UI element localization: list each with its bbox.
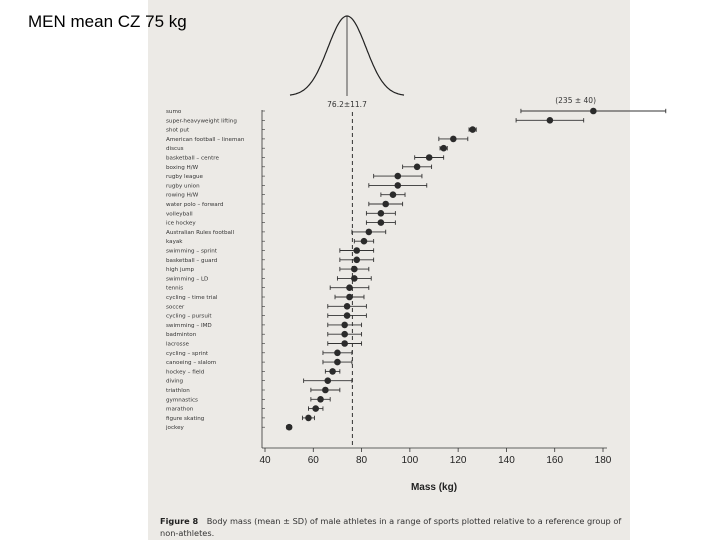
sport-label: soccer [166, 304, 185, 310]
sport-label: discus [166, 146, 184, 152]
data-point [341, 340, 348, 347]
x-tick-label: 160 [546, 455, 563, 466]
sport-label: basketball – centre [166, 156, 219, 162]
reference-label: 76.2±11.7 [327, 100, 367, 109]
sport-label: diving [166, 379, 184, 385]
sport-label: triathlon [166, 388, 190, 394]
sport-label: cycling – pursuit [166, 314, 212, 320]
sport-label: kayak [166, 239, 183, 245]
sport-label: jockey [165, 425, 185, 431]
data-point [341, 330, 348, 338]
data-point [334, 349, 341, 357]
data-point [450, 135, 457, 143]
data-point [469, 126, 476, 133]
sport-label: gymnastics [166, 397, 198, 403]
data-point [346, 293, 353, 301]
x-tick-label: 180 [595, 455, 612, 466]
sport-label: rugby union [166, 183, 200, 189]
caption-text: Body mass (mean ± SD) of male athletes i… [207, 516, 623, 526]
x-tick-label: 100 [402, 455, 419, 466]
data-point [324, 377, 332, 385]
data-point [343, 312, 351, 319]
sport-label: badminton [166, 332, 197, 338]
sport-label: canoeing – slalom [166, 360, 216, 366]
reference-curve-group [289, 15, 405, 96]
sport-label: hockey – field [166, 369, 205, 375]
data-point [353, 256, 361, 264]
sport-label: American football – lineman [166, 137, 245, 143]
data-point [346, 284, 353, 292]
data-point [394, 172, 402, 180]
data-point [343, 303, 351, 310]
sport-label: swimming – sprint [166, 249, 218, 255]
data-point [590, 107, 597, 115]
data-point [365, 228, 373, 236]
sport-label: rowing H/W [166, 193, 199, 199]
data-point [353, 247, 361, 254]
slide-title: MEN mean CZ 75 kg [28, 12, 187, 31]
scanned-figure-background [148, 0, 630, 540]
data-point [312, 405, 320, 412]
data-point [425, 154, 433, 161]
sport-label: volleyball [166, 211, 193, 217]
data-point [351, 265, 358, 273]
sport-label: swimming – LD [166, 276, 208, 282]
x-tick-label: 60 [308, 455, 320, 466]
data-point [360, 237, 368, 245]
sport-label: marathon [166, 407, 194, 413]
data-point [382, 200, 390, 208]
sport-label: rugby league [166, 174, 204, 180]
sport-label: water polo – forward [166, 202, 224, 208]
data-point [351, 275, 358, 282]
sport-label: basketball – guard [166, 258, 218, 264]
data-point [305, 414, 312, 422]
sport-label: super-heavyweight lifting [166, 118, 237, 124]
data-point [329, 368, 336, 375]
sport-label: swimming – IMD [166, 323, 212, 329]
sport-label: tennis [166, 286, 183, 292]
data-point [334, 358, 341, 366]
sport-label: sumo [166, 109, 182, 115]
x-axis-title: Mass (kg) [411, 482, 457, 493]
data-point [322, 386, 329, 394]
data-point [285, 423, 293, 431]
sport-label: shot put [166, 128, 190, 134]
data-point [341, 321, 348, 329]
data-point [377, 219, 385, 226]
x-tick-label: 40 [259, 455, 271, 466]
x-axis: 40 60 80 100 120 140 160 180 sumo super-heavyweig… [165, 109, 612, 466]
x-tick-label: 140 [498, 455, 515, 466]
caption-text-line2: non-athletes. [160, 528, 214, 538]
data-point [546, 117, 554, 124]
data-point [394, 182, 402, 189]
x-tick-label: 120 [450, 455, 467, 466]
sport-label: figure skating [166, 416, 205, 422]
figure-caption: Figure 8 Body mass (mean ± SD) of male a… [160, 511, 622, 528]
outlier-label: (235 ± 40) [555, 96, 596, 105]
x-tick-label: 80 [356, 455, 368, 466]
data-point [377, 210, 385, 217]
data-point [389, 191, 397, 198]
sport-label: Australian Rules football [166, 230, 234, 236]
sport-label: cycling – sprint [166, 351, 209, 357]
sport-label: lacrosse [166, 342, 189, 348]
data-point [317, 396, 324, 403]
data-point [440, 144, 447, 152]
plot-area [285, 107, 667, 448]
sport-label: cycling – time trial [166, 295, 218, 301]
sport-label: ice hockey [166, 221, 196, 227]
sport-label: high jump [166, 267, 195, 273]
sport-label: boxing H/W [166, 165, 199, 171]
data-point [413, 163, 421, 171]
caption-figure-number: Figure 8 [160, 516, 199, 526]
